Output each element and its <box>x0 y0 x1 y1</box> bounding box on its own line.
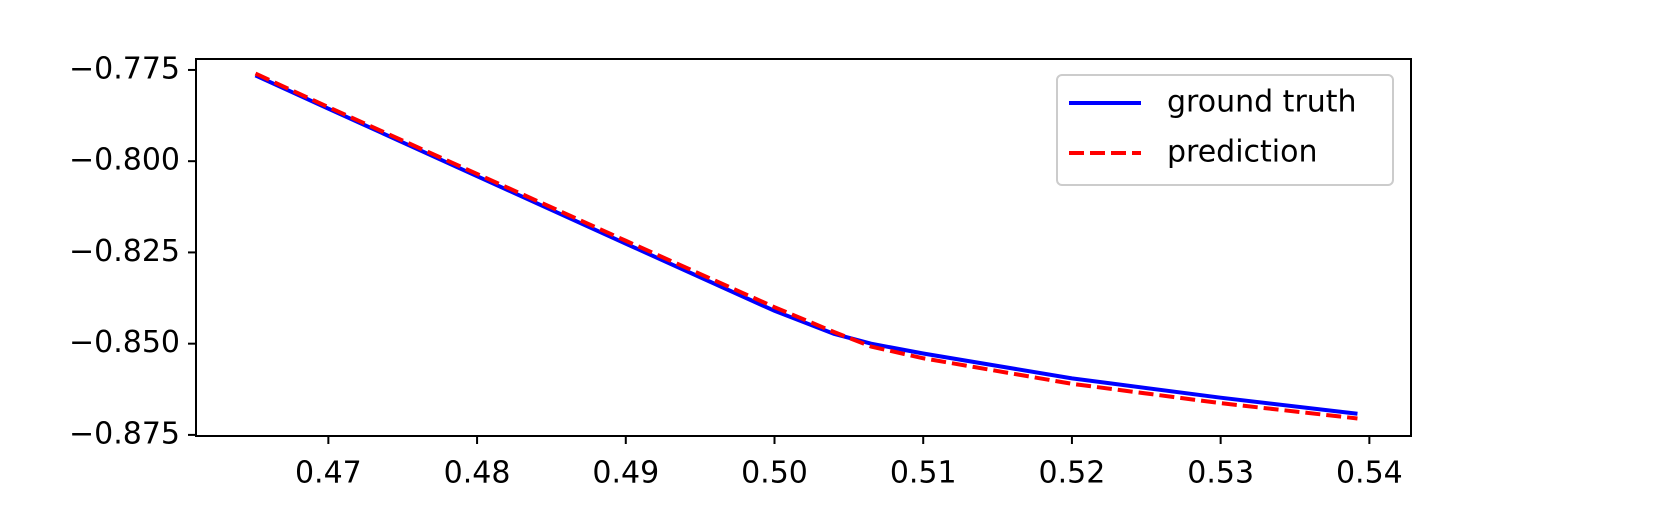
x-tick-label: 0.54 <box>1336 456 1403 491</box>
x-tick-label: 0.47 <box>295 456 362 491</box>
legend-label: ground truth <box>1167 85 1357 120</box>
y-tick-label: −0.825 <box>69 234 180 269</box>
y-tick-label: −0.775 <box>69 51 180 86</box>
series-line <box>254 71 1358 421</box>
plot-frame <box>195 58 1412 437</box>
x-tick-label: 0.49 <box>592 456 659 491</box>
x-tick-label: 0.48 <box>444 456 511 491</box>
y-tick-label: −0.875 <box>69 416 180 451</box>
x-tick-label: 0.50 <box>741 456 808 491</box>
y-tick-label: −0.850 <box>69 325 180 360</box>
y-tick-label: −0.800 <box>69 143 180 178</box>
x-tick-label: 0.53 <box>1187 456 1254 491</box>
x-tick-label: 0.51 <box>890 456 957 491</box>
x-tick-label: 0.52 <box>1039 456 1106 491</box>
legend-label: prediction <box>1167 135 1318 170</box>
legend: ground truth prediction <box>1056 74 1394 186</box>
